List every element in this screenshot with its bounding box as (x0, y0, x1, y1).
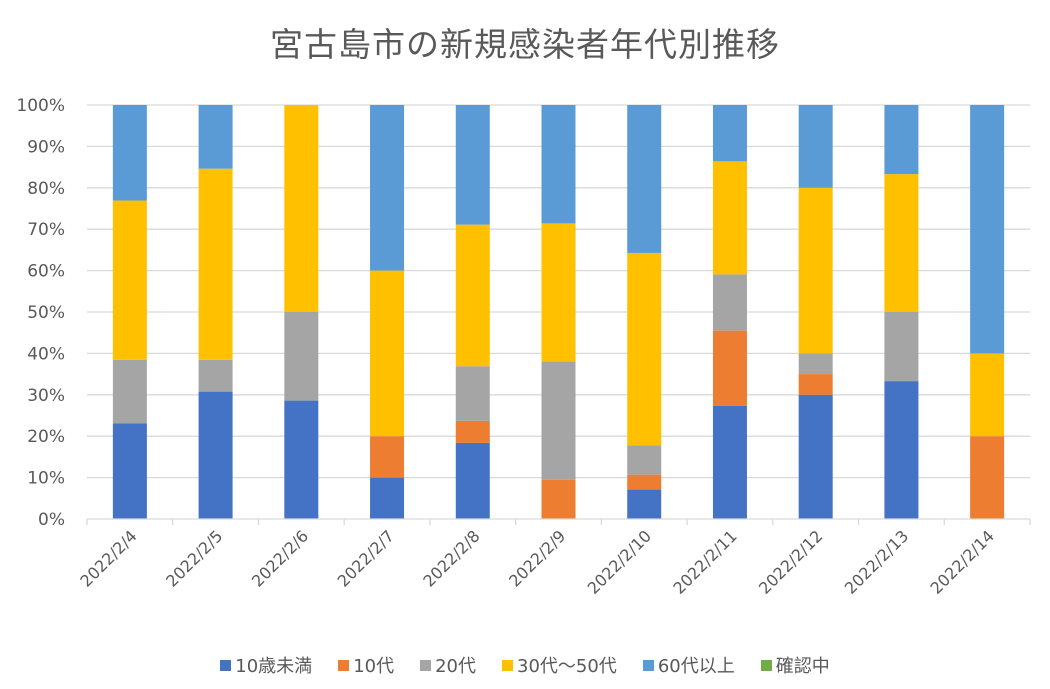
bar-segment (798, 394, 833, 519)
bar-segment (627, 474, 662, 490)
bar-segment (712, 161, 747, 275)
legend-swatch (642, 659, 654, 671)
bar-segment (455, 442, 490, 519)
legend-item: 30代～50代 (502, 652, 617, 678)
bar-segment (541, 223, 576, 362)
bar-segment (712, 330, 747, 406)
bar-segment (198, 105, 233, 169)
y-tick-label: 60% (27, 262, 65, 282)
x-tick-label: 2022/2/10 (584, 526, 655, 597)
bar-segment (112, 200, 147, 360)
bar-segment (627, 445, 662, 475)
legend-swatch (220, 659, 232, 671)
y-tick-label: 100% (16, 96, 65, 116)
y-tick-label: 30% (27, 386, 65, 406)
bar-segment (455, 366, 490, 421)
legend-label: 20代 (435, 656, 476, 677)
legend-swatch (760, 659, 772, 671)
legend-label: 確認中 (775, 656, 830, 677)
y-tick-label: 70% (27, 220, 65, 240)
bar-segment (712, 274, 747, 331)
legend-swatch (338, 659, 350, 671)
legend-label: 10歳未満 (235, 656, 313, 677)
x-tick-label: 2022/2/8 (419, 526, 483, 590)
x-tick-label: 2022/2/14 (927, 526, 998, 597)
y-tick-label: 0% (38, 510, 65, 530)
legend-item: 確認中 (760, 652, 830, 678)
y-tick-label: 50% (27, 303, 65, 323)
bar-segment (112, 105, 147, 201)
bar-segment (627, 105, 662, 253)
bar-segment (284, 312, 319, 401)
bar-segment (712, 405, 747, 519)
bar-segment (798, 353, 833, 375)
bar-segment (541, 105, 576, 224)
legend-item: 20代 (420, 652, 476, 678)
x-tick-label: 2022/2/12 (755, 526, 826, 597)
bar-segment (798, 374, 833, 395)
bar-segment (884, 312, 919, 382)
bar-segment (970, 436, 1005, 519)
bar-segment (455, 420, 490, 443)
legend-swatch (420, 659, 432, 671)
bar-segment (627, 252, 662, 446)
legend-item: 10代 (338, 652, 394, 678)
x-tick-label: 2022/2/9 (505, 526, 569, 590)
bar-segment (541, 361, 576, 480)
x-tick-label: 2022/2/6 (248, 526, 312, 590)
bars (112, 105, 1005, 519)
x-axis-ticks: 2022/2/4 2022/2/5 2022/2/6 2022/2/7 2022/2/8… (76, 526, 998, 597)
bar-segment (370, 477, 405, 519)
y-tick-label: 90% (27, 137, 65, 157)
legend-item: 60代以上 (642, 652, 735, 678)
legend-label: 60代以上 (657, 656, 735, 677)
bar-segment (284, 400, 319, 519)
bar-segment (884, 174, 919, 312)
bar-segment (370, 270, 405, 437)
bar-segment (455, 105, 490, 225)
bar-segment (112, 423, 147, 519)
x-tick-label: 2022/2/13 (841, 526, 912, 597)
bar-segment (370, 436, 405, 478)
y-tick-label: 80% (27, 179, 65, 199)
bar-segment (970, 105, 1005, 354)
bar-segment (627, 489, 662, 519)
bar-segment (198, 359, 233, 392)
bar-segment (884, 105, 919, 175)
bar-segment (112, 359, 147, 424)
bar-segment (798, 187, 833, 354)
y-tick-label: 10% (27, 469, 65, 489)
legend-label: 30代～50代 (517, 656, 617, 677)
bar-segment (284, 105, 319, 312)
bar-segment (712, 105, 747, 162)
legend-label: 10代 (353, 656, 395, 677)
bar-segment (198, 168, 233, 360)
bar-segment (455, 224, 490, 367)
bar-segment (798, 105, 833, 188)
y-tick-label: 20% (27, 427, 65, 447)
chart-title: 宮古島市の新規感染者年代別推移 (270, 25, 780, 64)
x-tick-label: 2022/2/5 (162, 526, 226, 590)
bar-segment (884, 381, 919, 519)
x-axis (86, 518, 1031, 525)
bar-segment (541, 479, 576, 519)
bar-segment (198, 391, 233, 519)
x-tick-label: 2022/2/11 (669, 526, 740, 597)
bar-segment (970, 353, 1005, 437)
bar-segment (370, 105, 405, 271)
x-tick-label: 2022/2/4 (76, 526, 140, 590)
x-tick-label: 2022/2/7 (334, 526, 398, 590)
legend: 10歳未満 10代 20代 30代～50代 60代以上 確認中 (0, 652, 1050, 678)
y-tick-label: 40% (27, 344, 65, 364)
legend-swatch (502, 659, 513, 671)
y-axis-ticks: 0% 10% 20% 30% 40% 50% 60% 70% 80% 90% 100% (16, 96, 65, 530)
legend-item: 10歳未満 (220, 652, 312, 678)
